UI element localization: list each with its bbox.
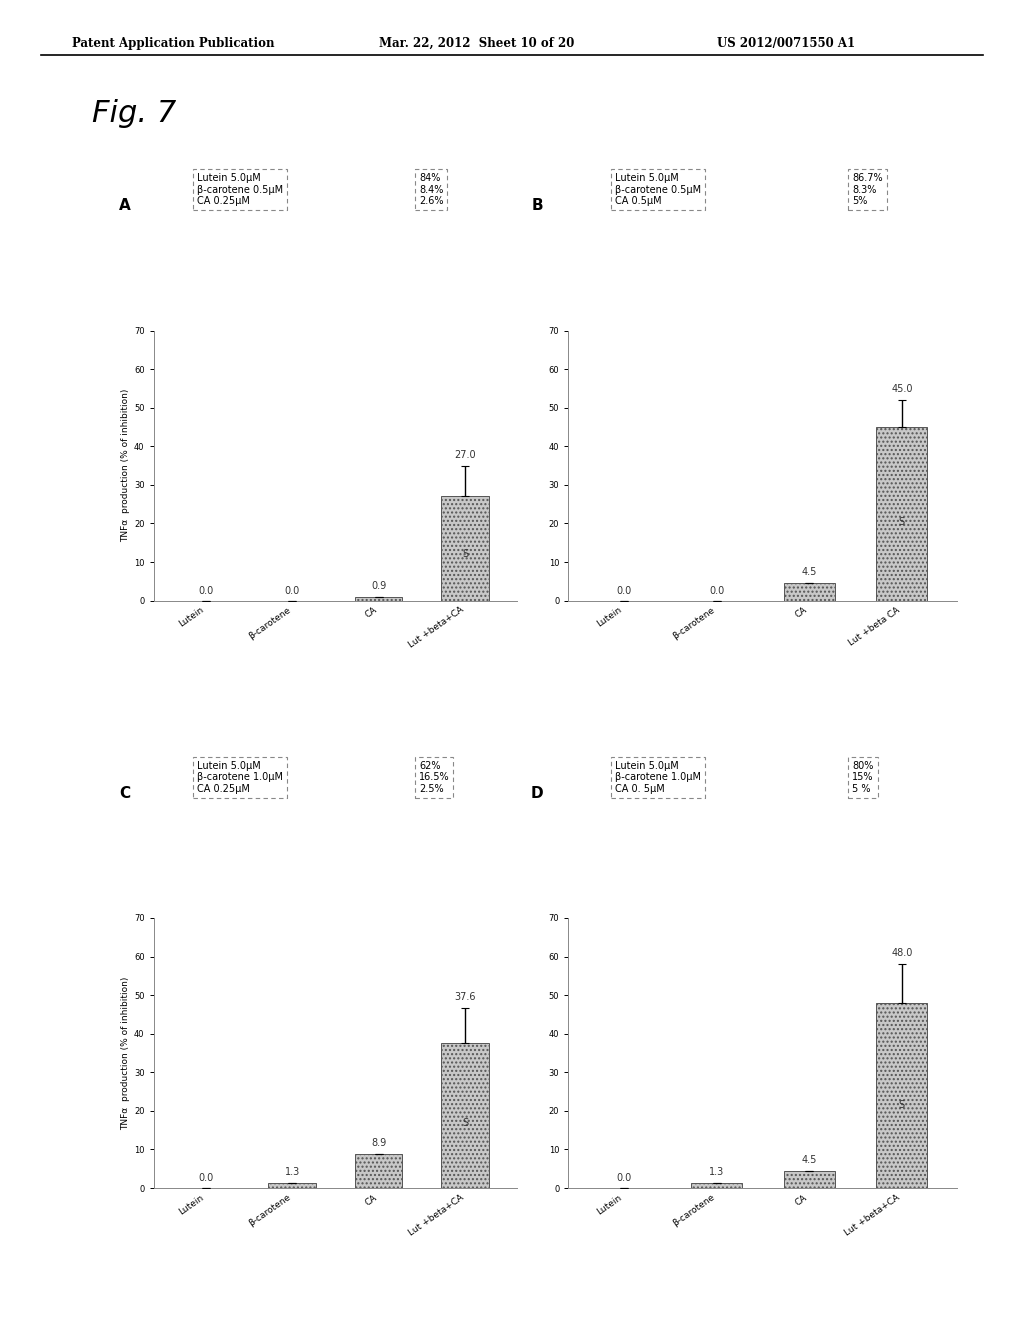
- Text: S: S: [899, 1100, 905, 1110]
- Text: Lutein 5.0μM
β-carotene 0.5μM
CA 0.25μM: Lutein 5.0μM β-carotene 0.5μM CA 0.25μM: [198, 173, 284, 206]
- Text: S: S: [462, 549, 468, 558]
- Text: 1.3: 1.3: [709, 1167, 724, 1177]
- Text: 48.0: 48.0: [891, 949, 912, 958]
- Bar: [691, 1183, 742, 1188]
- Text: A: A: [119, 198, 130, 213]
- Text: 0.0: 0.0: [198, 1173, 213, 1183]
- Text: Lutein 5.0μM
β-carotene 1.0μM
CA 0.25μM: Lutein 5.0μM β-carotene 1.0μM CA 0.25μM: [198, 760, 284, 793]
- Text: S: S: [462, 1118, 468, 1127]
- Text: D: D: [530, 785, 544, 800]
- Text: B: B: [531, 198, 543, 213]
- Text: 0.9: 0.9: [371, 581, 386, 591]
- Text: Patent Application Publication: Patent Application Publication: [72, 37, 274, 50]
- Text: 4.5: 4.5: [802, 568, 817, 577]
- Text: 0.0: 0.0: [616, 1173, 632, 1183]
- Text: Mar. 22, 2012  Sheet 10 of 20: Mar. 22, 2012 Sheet 10 of 20: [379, 37, 574, 50]
- Text: 4.5: 4.5: [802, 1155, 817, 1164]
- Text: 62%
16.5%
2.5%: 62% 16.5% 2.5%: [419, 760, 450, 793]
- Text: 0.0: 0.0: [709, 586, 724, 595]
- Text: 45.0: 45.0: [891, 384, 912, 395]
- Y-axis label: TNFα  production (% of inhibition): TNFα production (% of inhibition): [121, 389, 130, 543]
- Bar: [355, 597, 402, 601]
- Text: Fig. 7: Fig. 7: [92, 99, 176, 128]
- Bar: [783, 1171, 835, 1188]
- Text: S: S: [899, 517, 905, 528]
- Text: C: C: [119, 785, 130, 800]
- Text: 86.7%
8.3%
5%: 86.7% 8.3% 5%: [852, 173, 883, 206]
- Bar: [441, 496, 489, 601]
- Text: 0.0: 0.0: [198, 586, 213, 595]
- Text: US 2012/0071550 A1: US 2012/0071550 A1: [717, 37, 855, 50]
- Text: 27.0: 27.0: [455, 450, 476, 459]
- Text: 8.9: 8.9: [371, 1138, 386, 1148]
- Text: 0.0: 0.0: [285, 586, 300, 595]
- Text: Lutein 5.0μM
β-carotene 1.0μM
CA 0. 5μM: Lutein 5.0μM β-carotene 1.0μM CA 0. 5μM: [615, 760, 701, 793]
- Text: 1.3: 1.3: [285, 1167, 300, 1177]
- Bar: [268, 1183, 315, 1188]
- Bar: [783, 583, 835, 601]
- Bar: [877, 1003, 928, 1188]
- Y-axis label: TNFα  production (% of inhibition): TNFα production (% of inhibition): [121, 977, 130, 1130]
- Text: 0.0: 0.0: [616, 586, 632, 595]
- Bar: [355, 1154, 402, 1188]
- Bar: [441, 1043, 489, 1188]
- Text: 80%
15%
5 %: 80% 15% 5 %: [852, 760, 873, 793]
- Text: Lutein 5.0μM
β-carotene 0.5μM
CA 0.5μM: Lutein 5.0μM β-carotene 0.5μM CA 0.5μM: [615, 173, 701, 206]
- Bar: [877, 426, 928, 601]
- Text: 84%
8.4%
2.6%: 84% 8.4% 2.6%: [419, 173, 443, 206]
- Text: 37.6: 37.6: [455, 993, 476, 1002]
